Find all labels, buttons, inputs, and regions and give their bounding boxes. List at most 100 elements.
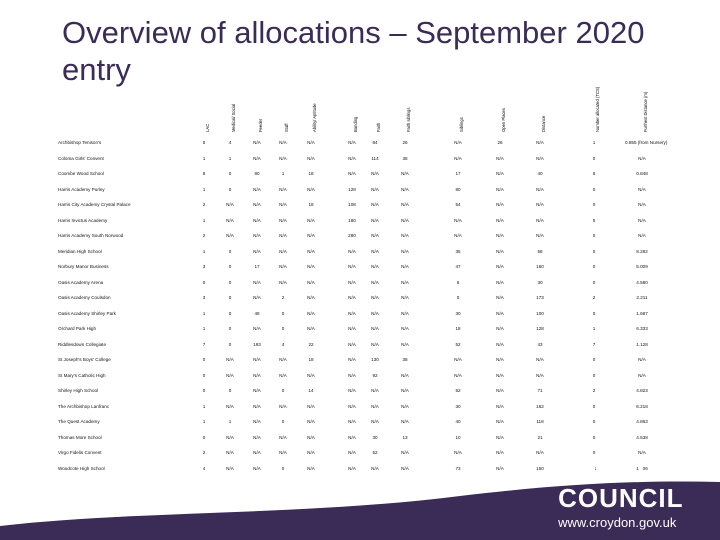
- table-cell: 18: [308, 171, 314, 176]
- table-cell: N/A: [371, 217, 379, 223]
- table-cell: 80: [455, 186, 461, 192]
- table-cell: N/A: [307, 450, 315, 455]
- table-cell: N/A: [638, 450, 646, 455]
- table-cell: 0: [456, 295, 460, 300]
- school-name: Orchard Park High: [58, 326, 97, 331]
- table-cell: N/A: [536, 372, 544, 378]
- table-cell: N/A: [307, 419, 315, 424]
- table-cell: N/A: [348, 140, 356, 145]
- footer-band: [0, 481, 720, 540]
- table-cell: 2: [202, 202, 206, 207]
- table-cell: 0: [592, 248, 596, 254]
- table-cell: N/A: [307, 403, 315, 409]
- table-cell: N/A: [496, 341, 504, 347]
- table-cell: 35: [455, 248, 461, 254]
- table-cell: N/A: [401, 403, 409, 409]
- table-cell: N/A: [638, 372, 646, 378]
- table-cell: 2: [592, 295, 596, 300]
- table-cell: 2: [202, 233, 206, 238]
- table-cell: N/A: [536, 140, 544, 145]
- table-cell: 114: [371, 155, 379, 161]
- table-row: Woodcote High School 4 N/A N/A 0 N/A N/A N/A N/A…: [0, 466, 720, 476]
- column-header: Staff: [281, 82, 293, 132]
- table-cell: N/A: [307, 155, 315, 161]
- table-cell: N/A: [253, 279, 261, 285]
- school-name: Woodcote High School: [58, 465, 105, 471]
- column-header-label: Furthest Distance (m): [643, 91, 648, 132]
- table-cell: N/A: [401, 341, 409, 347]
- table-cell: 0: [592, 310, 596, 316]
- table-cell: N/A: [348, 357, 356, 362]
- column-header: Medical/ Social: [228, 82, 240, 132]
- table-cell: 84: [372, 140, 378, 145]
- table-cell: 4: [202, 465, 206, 471]
- table-cell: 7: [592, 341, 596, 347]
- table-cell: 1: [202, 217, 206, 223]
- table-cell: N/A: [226, 233, 234, 238]
- table-cell: N/A: [638, 217, 646, 223]
- table-cell: N/A: [401, 295, 409, 300]
- table-cell: N/A: [226, 403, 234, 409]
- school-name: Harris Invictus Academy: [58, 217, 108, 223]
- table-cell: N/A: [307, 279, 315, 285]
- table-cell: N/A: [307, 295, 315, 300]
- table-cell: N/A: [279, 434, 287, 440]
- table-cell: 1.128: [636, 341, 648, 347]
- table-cell: N/A: [226, 465, 234, 471]
- table-cell: N/A: [253, 357, 261, 362]
- table-cell: N/A: [279, 403, 287, 409]
- table-cell: N/A: [371, 248, 379, 254]
- table-cell: 4.863: [636, 419, 648, 424]
- table-cell: N/A: [496, 248, 504, 254]
- table-cell: 0: [592, 155, 596, 161]
- table-cell: N/A: [496, 403, 504, 409]
- table-cell: N/A: [279, 186, 287, 192]
- table-cell: N/A: [496, 450, 504, 455]
- table-cell: N/A: [454, 217, 462, 223]
- table-cell: N/A: [536, 233, 544, 238]
- table-cell: 2.211: [636, 295, 648, 300]
- table-cell: 128: [536, 326, 544, 331]
- table-cell: N/A: [307, 140, 315, 145]
- table-row: Norbury Manor Business 3 0 17 N/A N/A N/A N/A N/…: [0, 264, 720, 274]
- table-cell: N/A: [348, 388, 356, 393]
- column-header-label: Staff: [284, 123, 289, 132]
- column-header: Faith: [373, 82, 385, 132]
- table-cell: N/A: [253, 326, 261, 331]
- table-cell: 1: [202, 186, 206, 192]
- table-cell: 22: [308, 341, 314, 347]
- table-cell: N/A: [348, 465, 356, 471]
- table-cell: 8: [202, 171, 206, 176]
- table-cell: N/A: [496, 388, 504, 393]
- table-cell: N/A: [253, 248, 261, 254]
- table-cell: N/A: [226, 434, 234, 440]
- table-cell: 92: [372, 372, 378, 378]
- croydon-council-logo: CROYDON COUNCIL www.croydon.gov.uk: [558, 459, 698, 530]
- logo-line-2: COUNCIL: [558, 483, 684, 513]
- table-cell: N/A: [401, 233, 409, 238]
- table-cell: N/A: [348, 295, 356, 300]
- column-header-label: Banding: [353, 116, 358, 132]
- table-cell: N/A: [279, 357, 287, 362]
- table-cell: N/A: [536, 202, 544, 207]
- table-cell: N/A: [371, 295, 379, 300]
- table-cell: N/A: [454, 233, 462, 238]
- table-cell: N/A: [307, 264, 315, 269]
- table-cell: 0: [228, 341, 232, 347]
- table-cell: N/A: [307, 465, 315, 471]
- school-name: Oasis Academy Arena: [58, 279, 104, 285]
- table-cell: 6.218: [636, 403, 648, 409]
- table-cell: N/A: [348, 403, 356, 409]
- table-cell: 0: [281, 419, 285, 424]
- table-cell: N/A: [226, 202, 234, 207]
- table-cell: N/A: [279, 450, 287, 455]
- table-row: Virgo Fidelis Convent 2 N/A N/A N/A N/A N/A 52 N…: [0, 450, 720, 460]
- table-cell: 71: [537, 388, 543, 393]
- school-name: The Archbishop Lanfranc: [58, 403, 110, 409]
- table-cell: N/A: [253, 434, 261, 440]
- table-cell: N/A: [348, 155, 356, 161]
- table-cell: N/A: [401, 450, 409, 455]
- table-cell: 173: [536, 295, 544, 300]
- table-cell: N/A: [253, 140, 261, 145]
- table-cell: 1.687: [636, 310, 648, 316]
